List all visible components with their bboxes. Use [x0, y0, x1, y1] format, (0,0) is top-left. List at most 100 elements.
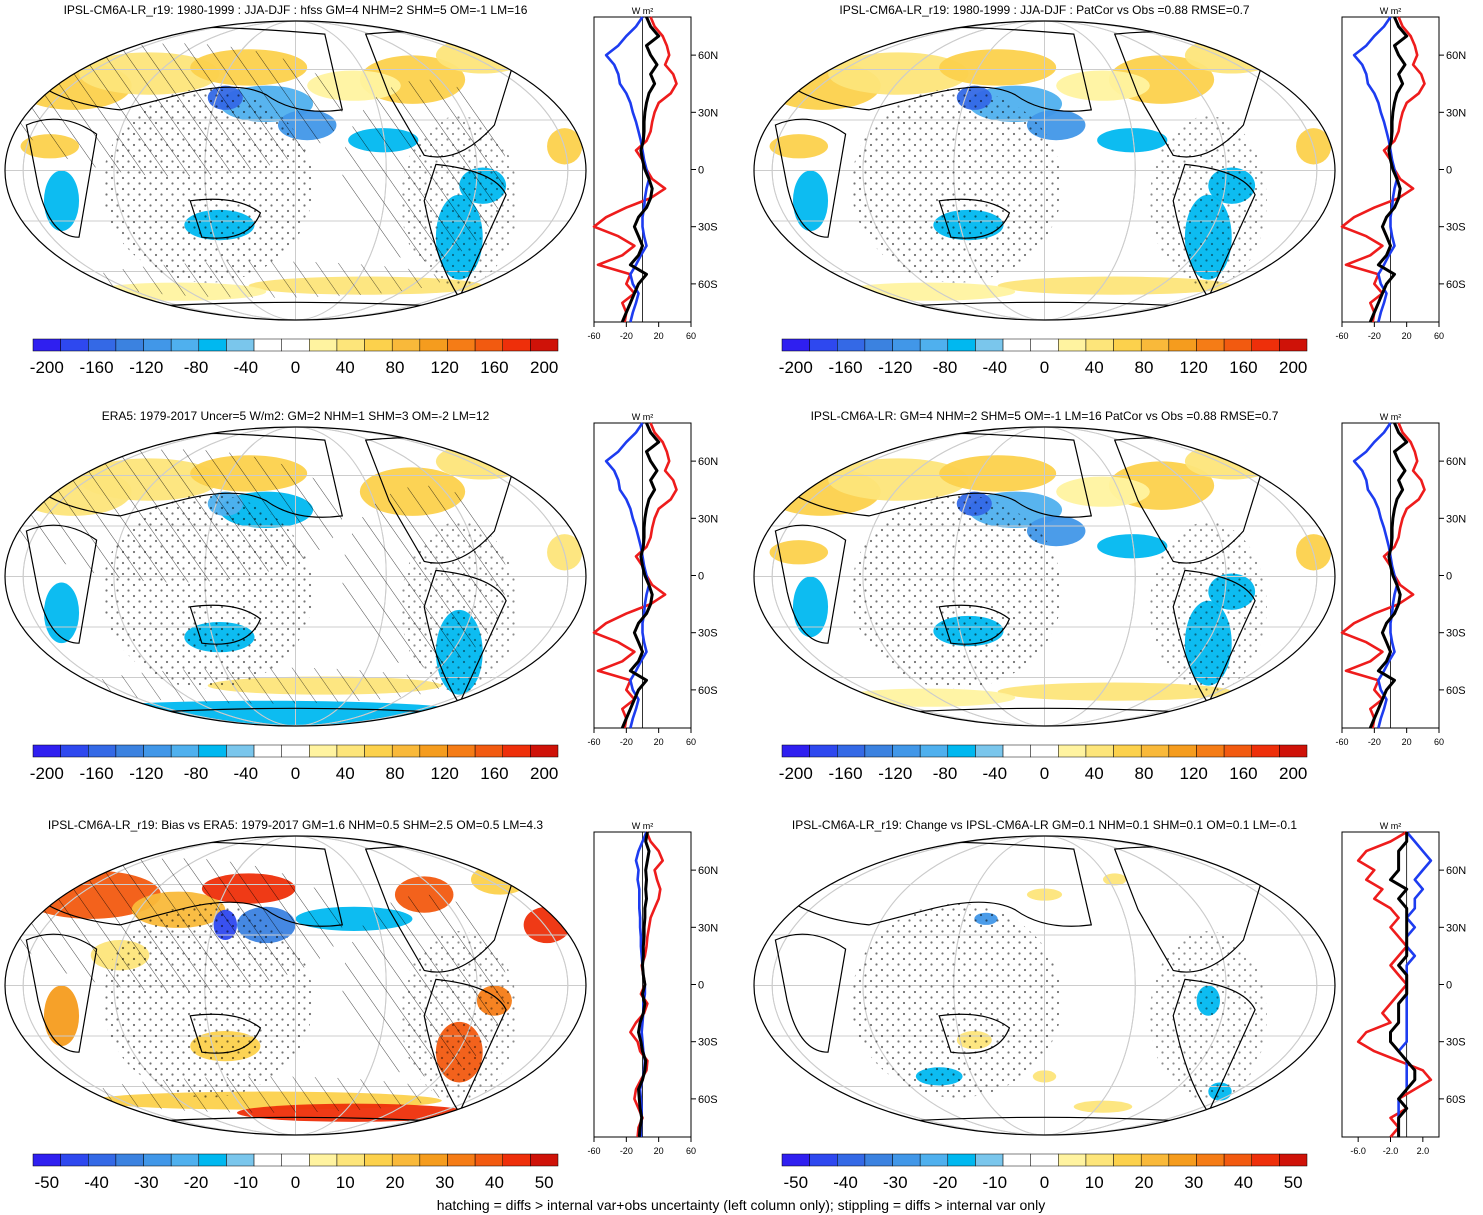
stippling [1149, 115, 1267, 286]
zonal-x-label: -20 [1368, 737, 1381, 747]
colorbar-label: 0 [291, 358, 300, 377]
colorbar-label: 120 [1180, 764, 1208, 783]
colorbar-label: 0 [1040, 1173, 1049, 1192]
zonal-lat-label: 30S [698, 1037, 718, 1049]
colorbar-label: -160 [829, 764, 863, 783]
hatching [90, 261, 442, 298]
zonal-x-label: 60 [1434, 737, 1444, 747]
colorbar-swatch [60, 1153, 89, 1167]
field-patch [43, 985, 80, 1047]
colorbar-swatch [1140, 1153, 1170, 1167]
colorbar-swatch [1030, 744, 1059, 758]
zonal-lat-label: 60N [1446, 865, 1466, 877]
colorbar-swatch [474, 744, 503, 758]
zonal-x-label: -60 [587, 1146, 600, 1156]
colorbar-swatch [447, 744, 476, 758]
colorbar-swatch [502, 338, 531, 352]
map-field [5, 427, 586, 726]
colorbar-label: 20 [1135, 1173, 1154, 1192]
zonal-unit-label: W m² [1380, 821, 1402, 831]
colorbar-swatch [32, 1153, 61, 1167]
colorbar-label: -40 [982, 358, 1007, 377]
coastline [938, 604, 1011, 645]
panel-title: IPSL-CM6A-LR_r19: Bias vs ERA5: 1979-201… [48, 818, 544, 832]
field-patch [1056, 70, 1150, 101]
colorbar-swatch [502, 1153, 531, 1167]
colorbar-swatch [864, 1153, 893, 1167]
panel-top-right: IPSL-CM6A-LR_r19: 1980-1999 : JJA-DJF : … [753, 3, 1466, 377]
colorbar-swatch [919, 1153, 949, 1167]
colorbar-swatch [115, 338, 144, 352]
colorbar-swatch [447, 338, 476, 352]
field-patch [997, 276, 1232, 295]
colorbar-label: -80 [933, 358, 958, 377]
colorbar-swatch [309, 744, 338, 758]
field-patch [769, 134, 829, 159]
colorbar-label: -80 [184, 358, 209, 377]
zonal-lat-label: 30S [1446, 222, 1466, 234]
coastline [938, 1013, 1011, 1054]
colorbar-swatch [391, 1153, 421, 1167]
zonal-lat-label: 60N [698, 50, 718, 62]
colorbar-swatch [809, 338, 838, 352]
coastline [189, 1013, 262, 1054]
colorbar-label: 0 [1040, 358, 1049, 377]
coastline [189, 604, 262, 645]
field-patch [61, 700, 471, 725]
colorbar-label: 160 [1229, 764, 1257, 783]
panel-middle-left: ERA5: 1979-2017 Uncer=5 W/m2: GM=2 NHM=1… [4, 409, 718, 783]
colorbar-swatch [892, 1153, 921, 1167]
colorbar-swatch [864, 744, 893, 758]
hatching [90, 667, 442, 704]
colorbar-label: 120 [431, 764, 459, 783]
colorbar-swatch [1196, 338, 1225, 352]
zonal-x-label: -2.0 [1383, 1146, 1399, 1156]
colorbar-swatch [1279, 744, 1308, 758]
coastline [774, 118, 847, 238]
colorbar-swatch [809, 1153, 838, 1167]
zonal-lat-label: 60S [698, 279, 718, 291]
colorbar-swatch [1113, 338, 1142, 352]
panel-bottom-left: IPSL-CM6A-LR_r19: Bias vs ERA5: 1979-201… [4, 818, 718, 1192]
colorbar-swatch [1085, 1153, 1114, 1167]
colorbar-label: -10 [982, 1173, 1007, 1192]
grid-meridian [22, 836, 569, 1135]
colorbar-swatch [837, 338, 866, 352]
colorbar-label: -160 [829, 358, 863, 377]
colorbar-label: 10 [1085, 1173, 1104, 1192]
colorbar-swatch [1002, 1153, 1031, 1167]
zonal-lat-label: 60S [698, 1094, 718, 1106]
map-border [4, 20, 587, 321]
zonal-series-red [1340, 16, 1426, 323]
colorbar-label: 20 [386, 1173, 405, 1192]
colorbar-swatch [530, 1153, 559, 1167]
zonal-x-label: -60 [1335, 331, 1348, 341]
colorbar-swatch [1223, 338, 1252, 352]
colorbar-label: -160 [80, 764, 114, 783]
colorbar-label: -40 [233, 358, 258, 377]
colorbar-label: -30 [134, 1173, 159, 1192]
coastline [189, 198, 262, 239]
colorbar-label: -30 [883, 1173, 908, 1192]
zonal-series-black [620, 422, 661, 729]
footer-note: hatching = diffs > internal var+obs unce… [437, 1197, 1045, 1213]
stippling [1149, 930, 1267, 1101]
hatching [14, 449, 343, 583]
zonal-lat-label: 0 [1446, 980, 1452, 992]
colorbar-swatch [947, 1153, 976, 1167]
colorbar-swatch [391, 338, 421, 352]
field-patch [1097, 128, 1168, 153]
field-patch [1103, 873, 1127, 886]
colorbar-label: -200 [779, 764, 813, 783]
zonal-unit-label: W m² [1380, 412, 1402, 422]
colorbar-label: 40 [336, 764, 355, 783]
hatching [342, 485, 507, 668]
zonal-series-red [592, 422, 678, 729]
colorbar-swatch [143, 338, 172, 352]
colorbar-swatch [474, 1153, 503, 1167]
colorbar-swatch [198, 1153, 227, 1167]
zonal-unit-label: W m² [632, 412, 654, 422]
colorbar-label: 40 [1085, 764, 1104, 783]
field-patch [1184, 37, 1279, 74]
colorbar-label: 0 [291, 1173, 300, 1192]
